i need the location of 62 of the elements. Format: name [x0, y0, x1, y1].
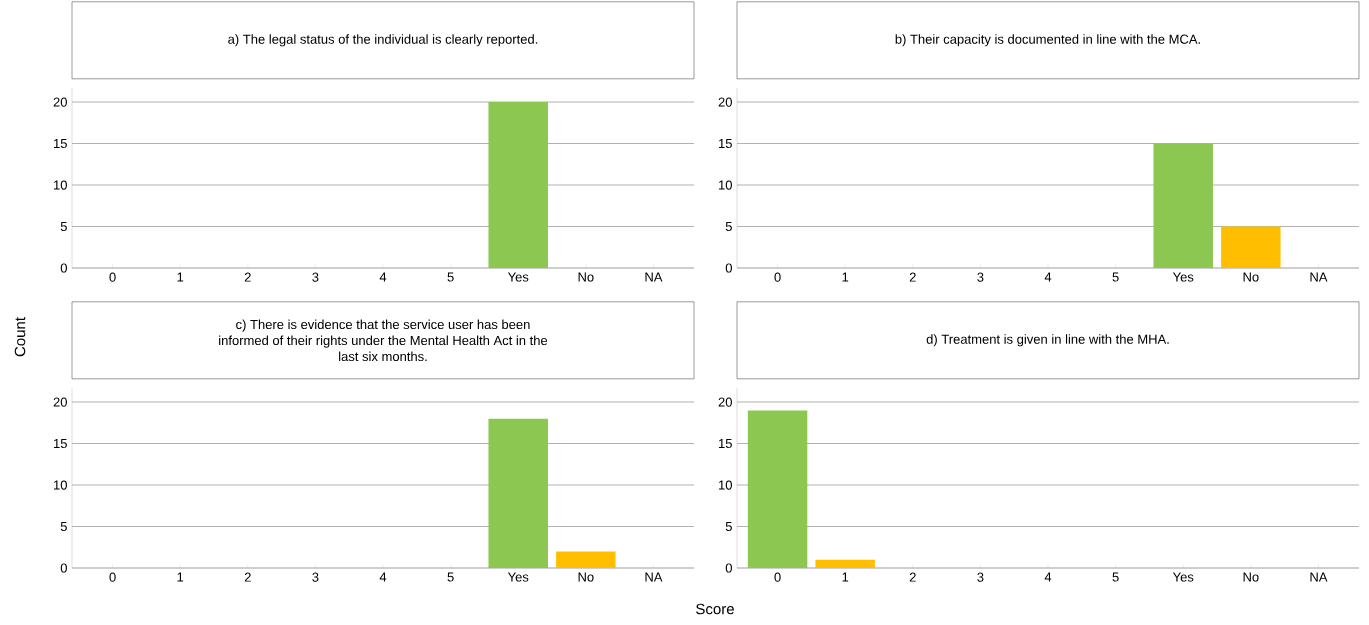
x-tick-label: 1	[177, 572, 184, 582]
x-tick-label: 2	[909, 572, 916, 582]
y-tick-label: 10	[54, 480, 67, 490]
x-axis-title: Score	[696, 603, 734, 615]
y-tick-label: 10	[719, 480, 732, 490]
x-tick-label: 5	[1112, 272, 1119, 282]
y-tick-label: 0	[60, 263, 67, 273]
x-tick-label: Yes	[1172, 572, 1194, 582]
x-tick-label: No	[1243, 572, 1259, 582]
y-tick-label: 20	[718, 97, 732, 107]
y-tick-label: 15	[719, 139, 732, 149]
x-tick-label: 5	[1112, 572, 1119, 582]
y-tick-label: 15	[54, 139, 67, 149]
x-tick-label: 3	[977, 572, 984, 582]
x-tick-label: 0	[109, 272, 116, 282]
x-tick-label: 0	[774, 272, 781, 282]
x-tick-label: Yes	[507, 572, 529, 582]
y-axis-title: Count	[14, 317, 26, 357]
y-tick-label: 20	[718, 397, 732, 407]
x-tick-label: 5	[447, 572, 454, 582]
y-tick-label: 15	[54, 439, 67, 449]
y-tick-label: 5	[725, 222, 732, 232]
y-tick-label: 5	[725, 522, 732, 532]
y-tick-label: 20	[53, 97, 67, 107]
y-tick-label: 10	[54, 180, 67, 190]
x-tick-label: 4	[379, 572, 387, 582]
y-tick-label: 15	[719, 439, 732, 449]
x-tick-label: 4	[379, 272, 387, 282]
y-tick-label: 5	[60, 222, 67, 232]
x-tick-label: 5	[447, 272, 454, 282]
x-tick-label: No	[578, 272, 594, 282]
x-tick-label: NA	[645, 272, 663, 282]
x-tick-label: NA	[1310, 572, 1328, 582]
y-tick-label: 0	[60, 563, 67, 573]
x-tick-label: 0	[109, 572, 116, 582]
x-tick-label: 3	[312, 572, 319, 582]
x-tick-label: 1	[177, 272, 184, 282]
y-tick-label: 10	[719, 180, 732, 190]
x-tick-label: 0	[774, 572, 781, 582]
x-tick-label: 3	[312, 272, 319, 282]
y-tick-label: 0	[725, 263, 732, 273]
y-tick-label: 20	[53, 397, 67, 407]
x-tick-label: 1	[842, 572, 849, 582]
y-tick-label: 0	[725, 563, 732, 573]
x-tick-label: 2	[244, 272, 251, 282]
x-tick-label: NA	[1310, 272, 1328, 282]
chart-title: a) The legal status of the individual is clearly reported.	[228, 34, 538, 47]
x-tick-label: Yes	[1172, 272, 1194, 282]
x-tick-label: No	[578, 572, 594, 582]
x-tick-label: NA	[645, 572, 663, 582]
x-tick-label: Yes	[507, 272, 529, 282]
x-tick-label: 1	[842, 272, 849, 282]
chart-title: b) Their capacity is documented in line with the MCA.	[895, 34, 1200, 47]
x-tick-label: 2	[909, 272, 916, 282]
x-tick-label: 4	[1044, 272, 1052, 282]
chart-title: c) There is evidence that the service user has been informed of their rights under the Mental Health Act in the last six months.	[219, 319, 548, 362]
chart-title: d) Treatment is given in line with the MHA.	[926, 334, 1169, 347]
x-tick-label: 2	[244, 572, 251, 582]
x-tick-label: No	[1243, 272, 1259, 282]
y-tick-label: 5	[60, 522, 67, 532]
x-tick-label: 3	[977, 272, 984, 282]
x-tick-label: 4	[1044, 572, 1052, 582]
